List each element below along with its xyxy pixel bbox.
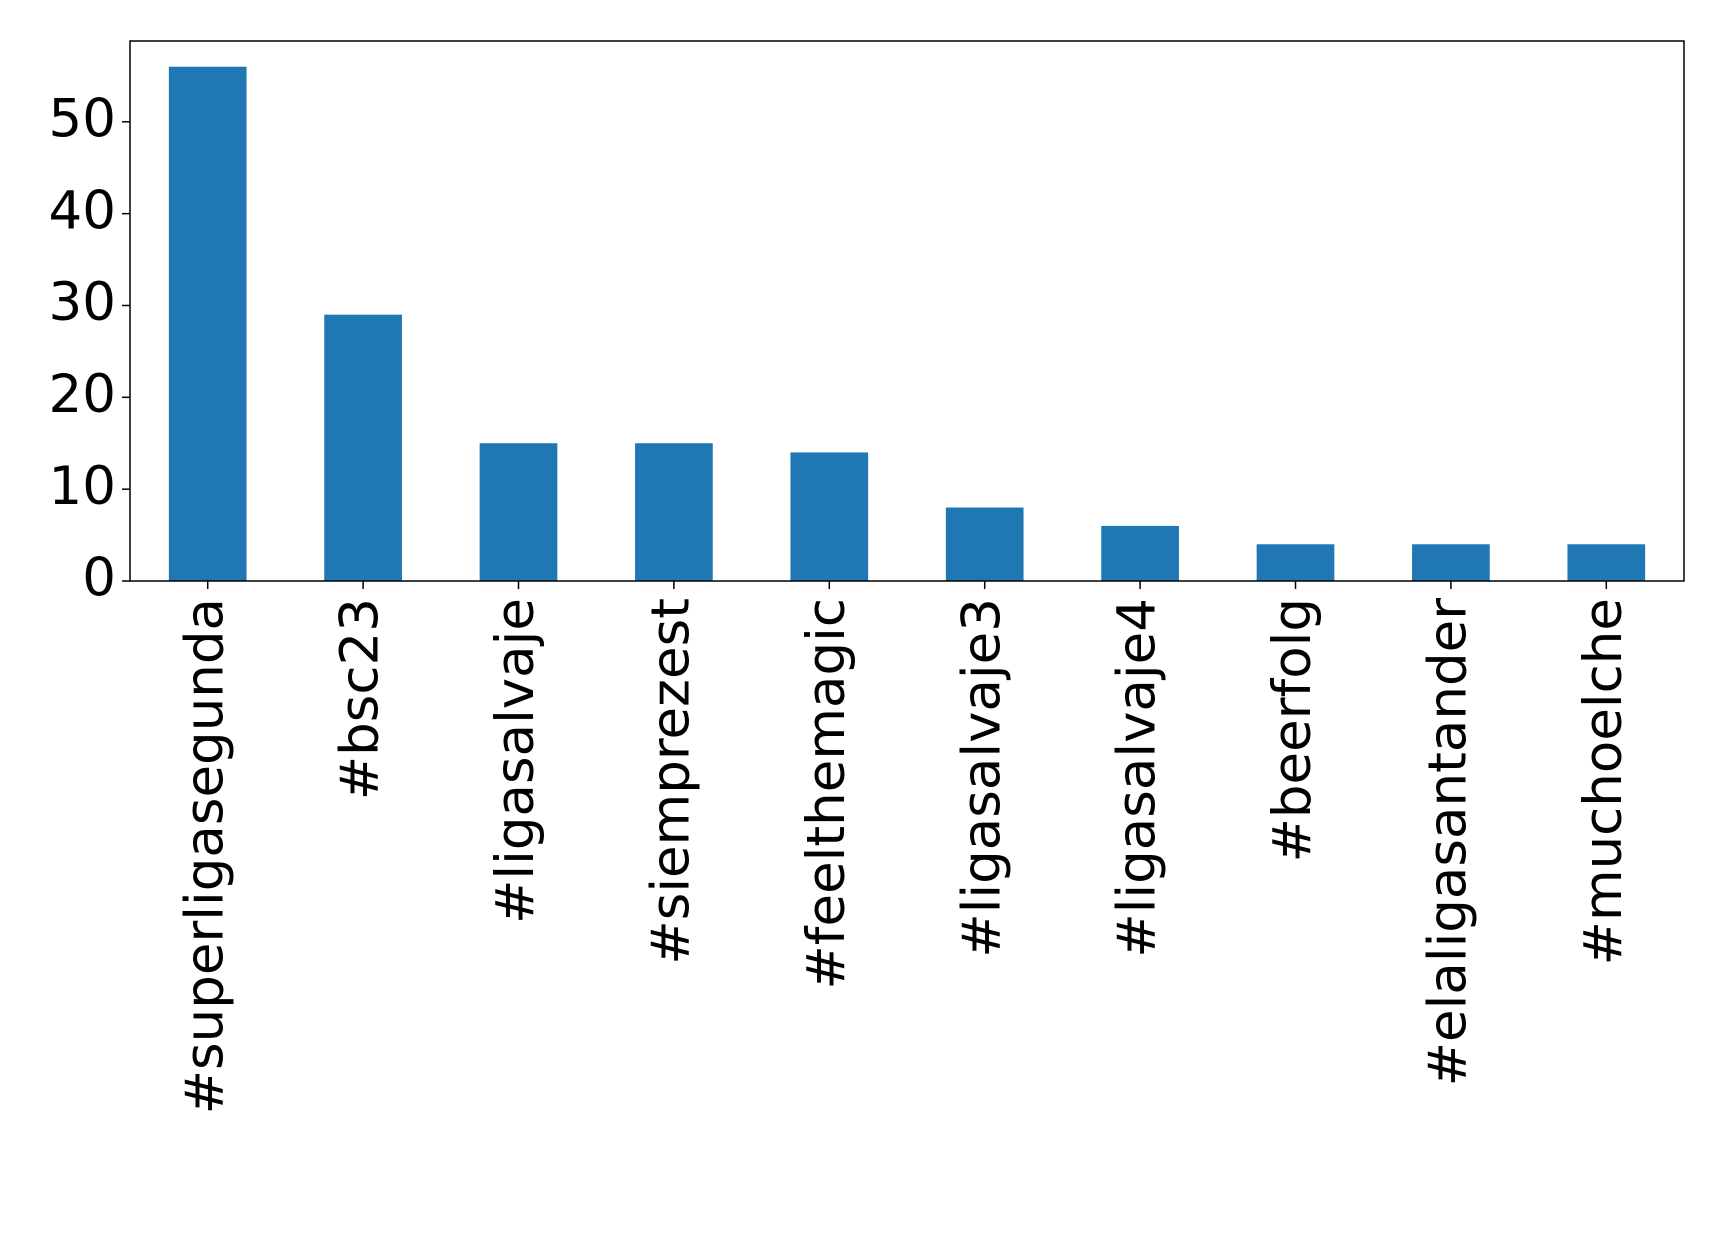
x-tick-label: #ligasalvaje4: [1107, 598, 1168, 958]
y-tick-label: 0: [82, 548, 116, 609]
x-tick-label: #elaligasantander: [1418, 598, 1479, 1087]
bar: [168, 66, 247, 581]
x-tick-label: #ligasalvaje: [485, 598, 546, 924]
x-tick-label: #superligasegunda: [174, 598, 235, 1114]
x-tick-label: #beerfolg: [1262, 598, 1323, 863]
x-tick-label: #bsc23: [330, 598, 391, 800]
y-tick-label: 50: [49, 88, 116, 149]
bar: [1567, 544, 1646, 581]
y-tick-label: 20: [49, 364, 116, 425]
bar: [1412, 544, 1490, 581]
x-tick-label: #feelthemagic: [796, 598, 857, 990]
bar: [945, 507, 1024, 581]
bar: [635, 443, 713, 581]
x-tick-label: #ligasalvaje3: [951, 598, 1012, 958]
x-tick-label: #muchoelche: [1573, 598, 1634, 965]
x-tick-label: #siemprezest: [641, 598, 702, 965]
plot-frame: [129, 40, 1685, 582]
y-tick-label: 30: [49, 272, 116, 333]
bar: [324, 314, 402, 581]
y-tick-label: 10: [49, 456, 116, 517]
bar: [790, 452, 869, 581]
bar: [1256, 544, 1335, 581]
bar: [479, 443, 558, 581]
y-tick-label: 40: [49, 180, 116, 241]
bar: [1101, 525, 1179, 581]
